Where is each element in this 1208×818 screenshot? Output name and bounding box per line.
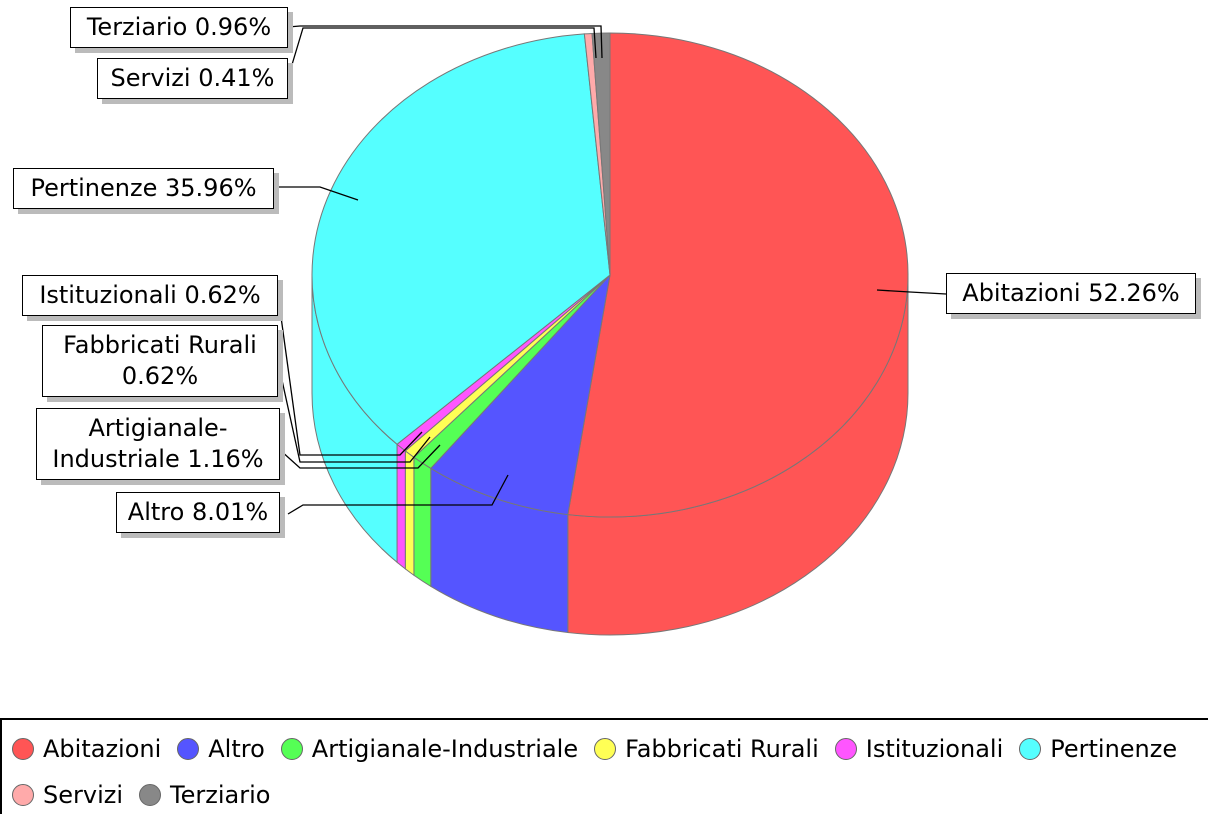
label-name: Terziario bbox=[86, 13, 188, 41]
legend-label: Pertinenze bbox=[1050, 735, 1178, 763]
leader-line bbox=[287, 25, 603, 59]
legend-marker bbox=[594, 738, 617, 760]
leader-line bbox=[274, 186, 359, 201]
slice-side bbox=[396, 443, 406, 570]
legend-item: Pertinenze bbox=[1019, 726, 1177, 772]
legend-item: Fabbricati Rurali bbox=[594, 726, 819, 772]
slice-label: Servizi 0.41% bbox=[97, 58, 288, 99]
slice-label: Istituzionali 0.62% bbox=[22, 275, 278, 316]
label-value: 0.62% bbox=[184, 281, 261, 309]
legend-marker bbox=[280, 738, 303, 760]
legend-item: Artigianale-Industriale bbox=[280, 726, 579, 772]
slice-label: Artigianale-Industriale 1.16% bbox=[36, 408, 280, 480]
legend-marker bbox=[12, 784, 34, 806]
label-name: Fabbricati Rurali bbox=[63, 331, 257, 359]
legend-marker bbox=[1019, 738, 1042, 760]
label-value: 0.96% bbox=[194, 13, 272, 41]
label-name: Altro bbox=[127, 498, 185, 526]
label-name: Servizi bbox=[110, 64, 191, 92]
leader-line bbox=[277, 361, 431, 463]
legend-label: Istituzionali bbox=[865, 735, 1004, 763]
slice-side bbox=[404, 449, 415, 577]
leader-line bbox=[279, 444, 441, 469]
legend-item: Altro bbox=[177, 726, 265, 772]
leader-line bbox=[287, 474, 509, 515]
legend-marker bbox=[139, 784, 162, 806]
slice-label: Fabbricati Rurali 0.62% bbox=[42, 325, 278, 397]
label-value: 0.62% bbox=[121, 362, 199, 390]
legend-label: Fabbricati Rurali bbox=[625, 735, 819, 763]
label-value: 8.01% bbox=[191, 498, 269, 526]
leader-line bbox=[876, 289, 947, 295]
leader-line bbox=[287, 27, 597, 79]
label-value: 0.41% bbox=[198, 64, 275, 92]
slice-label: Abitazioni 52.26% bbox=[946, 273, 1196, 314]
legend: Abitazioni Altro Artigianale-Industriale Fa… bbox=[0, 718, 1208, 814]
slice-label: Terziario 0.96% bbox=[70, 7, 288, 48]
leader-line bbox=[277, 294, 423, 456]
label-name: Artigianale-Industriale bbox=[52, 414, 228, 473]
legend-marker bbox=[177, 738, 200, 760]
legend-label: Terziario bbox=[170, 781, 271, 809]
label-name: Abitazioni bbox=[962, 279, 1081, 307]
label-value: 35.96% bbox=[165, 174, 257, 202]
label-value: 52.26% bbox=[1088, 279, 1180, 307]
chart bbox=[274, 25, 947, 636]
legend-label: Servizi bbox=[43, 781, 124, 809]
legend-item: Istituzionali bbox=[834, 726, 1004, 772]
legend-marker bbox=[12, 738, 34, 760]
label-value: 1.16% bbox=[187, 445, 264, 473]
slice-side bbox=[413, 456, 432, 588]
legend-label: Artigianale-Industriale bbox=[311, 735, 579, 763]
label-name: Istituzionali bbox=[39, 281, 177, 309]
legend-item: Terziario bbox=[139, 772, 270, 818]
legend-label: Altro bbox=[208, 735, 265, 763]
legend-item: Servizi bbox=[12, 772, 123, 818]
legend-item: Abitazioni bbox=[12, 726, 161, 772]
slice-label: Pertinenze 35.96% bbox=[13, 168, 274, 209]
legend-marker bbox=[834, 738, 857, 760]
label-name: Pertinenze bbox=[30, 174, 158, 202]
legend-label: Abitazioni bbox=[43, 735, 162, 763]
slice-label: Altro 8.01% bbox=[116, 492, 280, 533]
